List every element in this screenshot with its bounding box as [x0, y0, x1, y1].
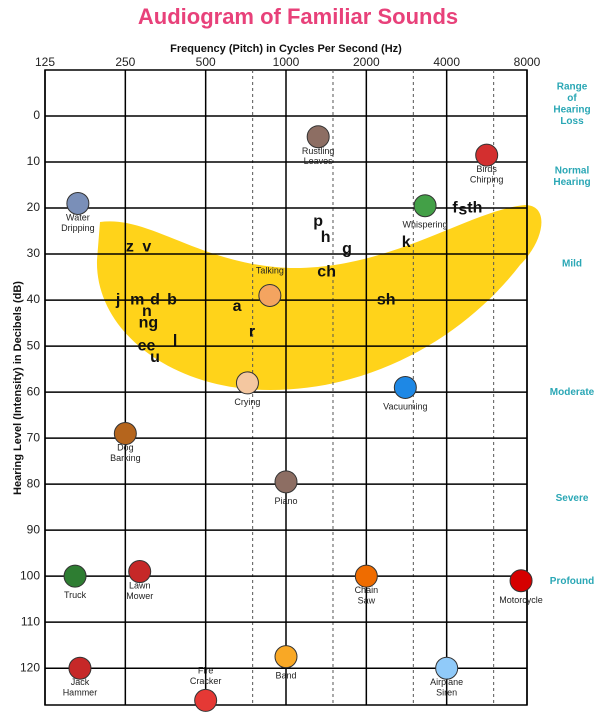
phoneme: j — [115, 291, 120, 308]
phoneme: v — [142, 238, 151, 255]
phoneme: d — [150, 291, 160, 308]
y-tick-label: 90 — [27, 522, 41, 536]
hearing-range-label: Mild — [562, 258, 582, 269]
y-tick-label: 110 — [21, 614, 40, 628]
phoneme: u — [150, 349, 160, 366]
phoneme: ee — [138, 337, 156, 354]
sound-icon — [475, 143, 499, 167]
sound-label: Piano — [274, 496, 297, 506]
sound-label: Water Dripping — [61, 213, 95, 233]
phoneme: p — [313, 213, 323, 230]
plot: 125 250 500 1000 2000 4000 8000 0 10 20 30 40 50 60 70… — [20, 55, 595, 712]
y-tick-label: 10 — [27, 154, 41, 168]
sound-label: Chain Saw — [355, 586, 379, 606]
phoneme: l — [173, 333, 177, 350]
chart-title: Audiogram of Familiar Sounds — [138, 4, 458, 29]
sound-label: Talking — [256, 266, 284, 276]
y-tick-label: 100 — [20, 568, 40, 582]
phoneme: a — [233, 298, 242, 315]
y-tick-label: 50 — [27, 338, 41, 352]
hearing-range-label: Severe — [556, 493, 589, 504]
sound-label: Jack Hammer — [63, 678, 98, 698]
x-tick-label: 250 — [115, 55, 135, 69]
x-axis-title: Frequency (Pitch) in Cycles Per Second (… — [170, 43, 402, 55]
phoneme: s — [458, 202, 467, 219]
sound-label: Rustling Leaves — [302, 146, 335, 166]
hearing-range-label: Moderate — [550, 387, 595, 398]
sound-icon — [258, 283, 282, 307]
hearing-range-label: Profound — [550, 575, 594, 586]
x-tick-label: 8000 — [514, 55, 541, 69]
x-tick-label: 2000 — [353, 55, 380, 69]
sound-label: Lawn Mower — [126, 581, 153, 601]
phoneme: k — [402, 234, 411, 251]
y-tick-label: 120 — [20, 660, 40, 674]
y-tick-label: 80 — [27, 476, 41, 490]
sound-icon — [354, 564, 378, 588]
sound-label: Airplane Siren — [430, 678, 463, 698]
phoneme: f — [452, 199, 458, 216]
y-axis-title: Hearing Level (Intensity) in Decibels (d… — [12, 281, 24, 495]
phoneme: g — [342, 241, 352, 258]
sound-label: Vacuuming — [383, 402, 427, 412]
y-tick-label: 40 — [27, 292, 41, 306]
sound-label: Whispering — [403, 220, 448, 230]
sound-icon — [63, 564, 87, 588]
phoneme: ng — [139, 314, 159, 331]
phoneme: h — [321, 229, 331, 246]
sound-icon — [509, 569, 533, 593]
sound-label: Motorcycle — [499, 595, 543, 605]
range-title: Range of Hearing Loss — [553, 81, 590, 127]
phoneme: r — [249, 324, 255, 341]
y-tick-label: 60 — [27, 384, 41, 398]
sound-label: Truck — [64, 591, 87, 601]
y-tick-label: 20 — [27, 200, 41, 214]
y-tick-label: 70 — [27, 430, 41, 444]
sound-label: Dog Barking — [110, 443, 141, 463]
sound-icon — [393, 376, 417, 399]
sound-icon — [435, 656, 459, 680]
sound-icon — [274, 645, 298, 669]
sound-icon — [274, 470, 298, 494]
sound-icon — [306, 125, 330, 149]
phoneme: z — [126, 238, 134, 255]
sound-icon — [413, 194, 437, 218]
phoneme: n — [142, 303, 152, 320]
hearing-range-label: Normal Hearing — [553, 165, 590, 188]
sound-icon — [194, 688, 218, 712]
sound-icon — [66, 191, 90, 215]
x-tick-label: 4000 — [433, 55, 460, 69]
phoneme: b — [167, 291, 177, 308]
sound-label: Crying — [234, 397, 260, 407]
phoneme: th — [467, 199, 482, 216]
x-tick-label: 125 — [35, 55, 55, 69]
phoneme: sh — [377, 291, 396, 308]
sound-icon — [113, 422, 137, 446]
sound-label: Birds Chirping — [470, 165, 504, 185]
x-tick-label: 500 — [196, 55, 216, 69]
phoneme: m — [130, 291, 144, 308]
speech-banana — [96, 205, 542, 390]
sound-icon — [128, 560, 152, 584]
x-tick-label: 1000 — [273, 55, 300, 69]
y-tick-label: 0 — [33, 108, 40, 122]
sound-label: Fire Cracker — [190, 666, 222, 686]
sound-icon — [235, 371, 259, 395]
phoneme: ch — [317, 264, 336, 281]
sound-label: Band — [275, 671, 296, 681]
y-tick-label: 30 — [27, 246, 41, 260]
sound-icon — [68, 656, 92, 680]
